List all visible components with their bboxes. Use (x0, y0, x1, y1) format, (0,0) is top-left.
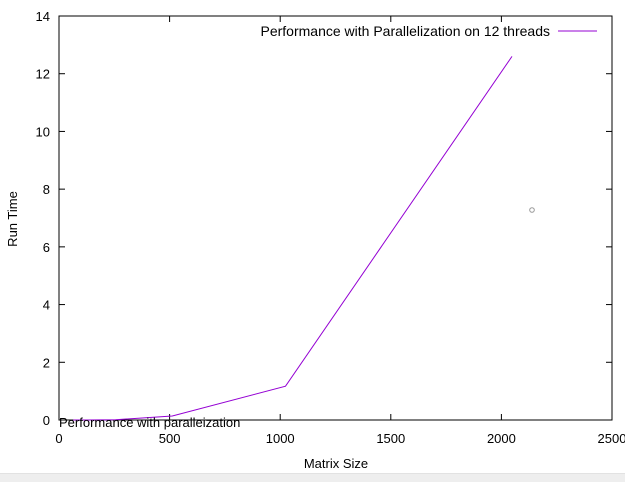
plot-frame (58, 15, 613, 421)
axis-ticks: 0 500 1000 1500 2000 2500 0 2 4 6 8 10 12 14 (36, 9, 625, 446)
y-tick-label: 8 (43, 182, 50, 197)
stray-point-marker (529, 207, 535, 213)
window-bottom-strip (0, 473, 625, 482)
x-tick-label: 500 (159, 431, 181, 446)
legend-label: Performance with Parallelization on 12 t… (261, 23, 551, 39)
y-tick-label: 6 (43, 240, 50, 255)
chart-title: Performance with paralleization (59, 415, 240, 430)
y-axis-label: Run Time (5, 191, 20, 247)
y-tick-label: 4 (43, 298, 50, 313)
x-tick-label: 1000 (266, 431, 295, 446)
x-tick-label: 1500 (376, 431, 405, 446)
legend: Performance with Parallelization on 12 t… (261, 23, 597, 39)
y-tick-label: 12 (36, 67, 50, 82)
y-tick-label: 14 (36, 9, 50, 24)
series-lines (73, 56, 513, 421)
plot-area (58, 15, 613, 421)
series-line-0 (73, 56, 513, 421)
x-tick-label: 2000 (487, 431, 516, 446)
x-axis-label: Matrix Size (304, 456, 368, 471)
y-tick-label: 10 (36, 124, 50, 139)
y-tick-label: 2 (43, 355, 50, 370)
x-tick-label: 0 (55, 431, 62, 446)
x-tick-label: 2500 (598, 431, 625, 446)
y-tick-label: 0 (43, 413, 50, 428)
